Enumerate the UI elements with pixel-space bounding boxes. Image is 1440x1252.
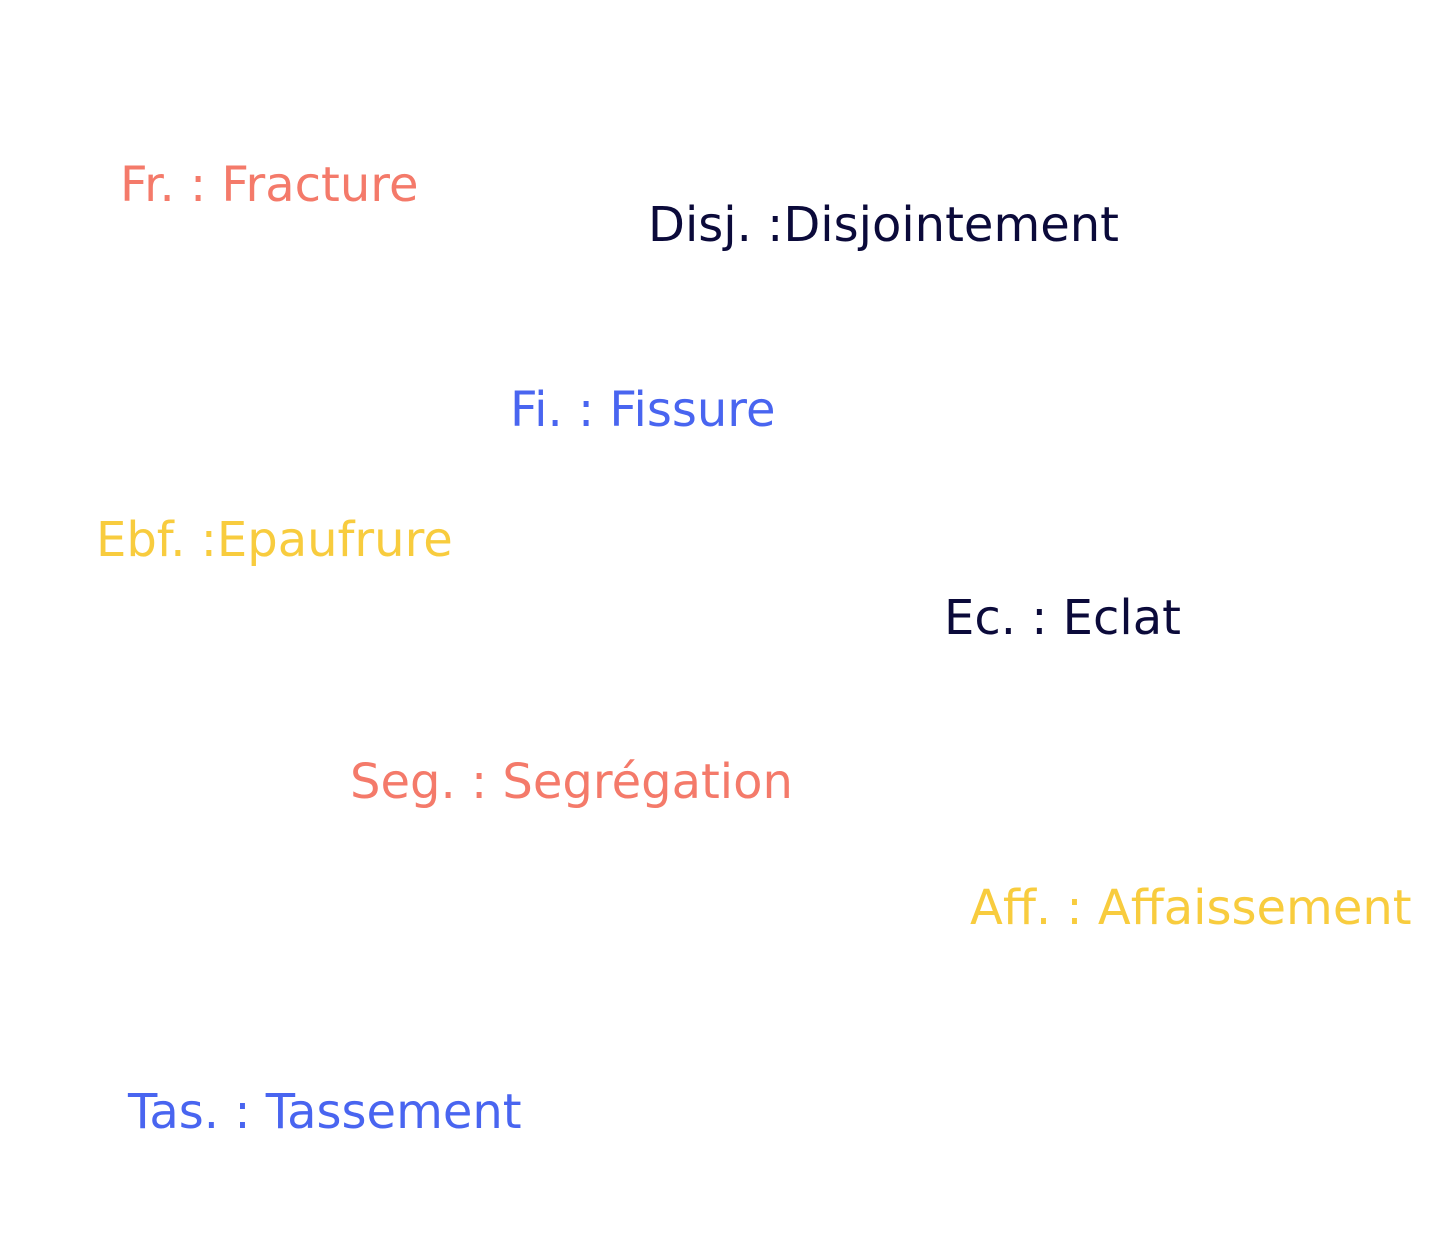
legend-label-tassement: Tas. : Tassement xyxy=(128,1084,522,1140)
legend-label-affaissement: Aff. : Affaissement xyxy=(970,880,1412,936)
legend-label-disjointement: Disj. :Disjointement xyxy=(648,197,1119,253)
legend-label-segregation: Seg. : Segrégation xyxy=(350,754,793,810)
legend-label-fracture: Fr. : Fracture xyxy=(120,157,419,213)
legend-label-fissure: Fi. : Fissure xyxy=(510,382,776,438)
legend-label-epaufrure: Ebf. :Epaufrure xyxy=(96,512,453,568)
legend-label-eclat: Ec. : Eclat xyxy=(944,590,1181,646)
